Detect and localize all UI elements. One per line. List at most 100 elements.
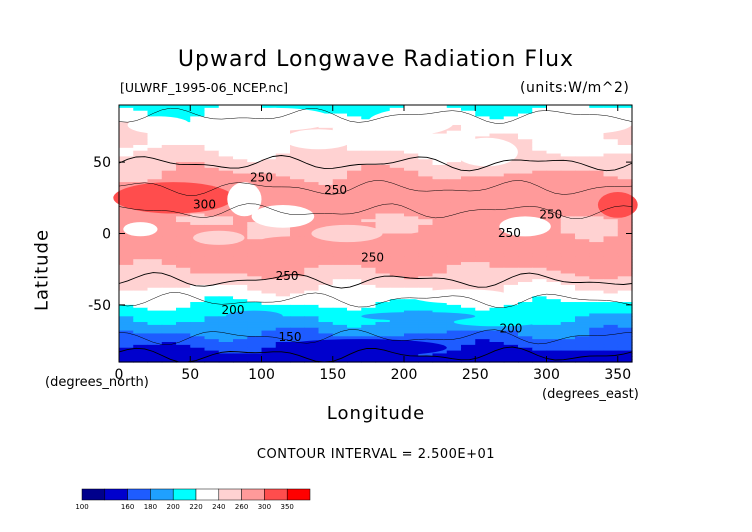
band-cell [603, 344, 619, 349]
band-cell [589, 187, 605, 192]
band-cell [418, 133, 434, 138]
band-cell [546, 216, 562, 220]
band-cell [119, 124, 134, 129]
band-cell [389, 319, 405, 323]
band-cell [347, 110, 362, 115]
band-cell [575, 204, 590, 209]
band-cell [190, 347, 206, 352]
band-cell [119, 147, 134, 152]
band-cell [318, 110, 334, 115]
band-cell [347, 207, 362, 212]
band-cell [518, 262, 533, 266]
band-cell [432, 167, 448, 172]
band-cell [546, 224, 562, 229]
band-cell [347, 153, 362, 157]
band-cell [503, 204, 519, 209]
band-cell [404, 287, 419, 292]
contour-label: 200 [499, 322, 522, 336]
band-cell [347, 179, 362, 183]
band-cell [432, 330, 448, 335]
band-cell [332, 107, 348, 112]
band-cell [161, 179, 177, 183]
band-cell [489, 333, 505, 337]
band-cell [475, 204, 491, 209]
band-cell [489, 304, 505, 309]
band-cell [347, 256, 362, 260]
band-cell [489, 105, 505, 109]
band-cell [204, 310, 220, 315]
band-cell [589, 216, 605, 220]
band-cell [218, 176, 234, 180]
band-cell [461, 330, 476, 335]
band-cell [218, 164, 234, 169]
band-cell [218, 353, 234, 357]
band-cell [475, 313, 491, 317]
band-cell [190, 119, 206, 123]
band-cell [375, 307, 391, 312]
band-cell [589, 262, 605, 266]
band-cell [475, 267, 491, 272]
band-cell [546, 136, 562, 140]
band-cell [432, 164, 448, 169]
band-cell [461, 339, 476, 343]
band-cell [603, 147, 619, 152]
band-cell [361, 276, 377, 280]
band-cell [446, 356, 462, 360]
band-cell [176, 353, 191, 357]
band-cell [546, 230, 562, 235]
band-cell [233, 253, 248, 257]
band-cell [603, 182, 619, 186]
band-cell [290, 316, 305, 320]
band-cell [603, 336, 619, 340]
band-cell [233, 153, 248, 157]
band-cell [275, 336, 291, 340]
band-cell [489, 310, 505, 315]
band-cell [218, 270, 234, 275]
band-cell [389, 270, 405, 275]
band-cell [560, 322, 576, 326]
band-cell [347, 253, 362, 257]
band-cell [603, 247, 619, 252]
band-cell [560, 247, 576, 252]
band-cell [475, 282, 491, 286]
band-cell [347, 105, 362, 109]
band-cell [432, 273, 448, 277]
band-cell [176, 333, 191, 337]
band-cell [446, 167, 462, 172]
band-cell [560, 167, 576, 172]
band-cell [560, 290, 576, 295]
band-cell [247, 293, 263, 297]
band-cell [589, 296, 605, 300]
band-cell [204, 216, 220, 220]
band-cell [560, 153, 576, 157]
band-cell [560, 253, 576, 257]
band-cell [347, 210, 362, 215]
band-cell [261, 267, 277, 272]
band-cell [575, 233, 590, 237]
band-cell [503, 176, 519, 180]
band-cell [503, 307, 519, 312]
band-cell [304, 193, 320, 197]
band-cell [518, 273, 533, 277]
band-cell [489, 270, 505, 275]
band-cell [204, 296, 220, 300]
band-cell [617, 299, 633, 303]
band-cell [119, 356, 134, 360]
band-cell [190, 150, 206, 155]
band-cell [589, 207, 605, 212]
band-cell [404, 273, 419, 277]
band-cell [290, 259, 305, 263]
band-cell [446, 124, 462, 129]
band-cell [275, 144, 291, 149]
band-cell [546, 270, 562, 275]
band-cell [375, 319, 391, 323]
band-cell [532, 250, 548, 255]
band-cell [161, 316, 177, 320]
band-cell [461, 276, 476, 280]
band-cell [546, 347, 562, 352]
band-cell [275, 339, 291, 343]
band-cell [389, 253, 405, 257]
band-cell [518, 247, 533, 252]
band-cell [389, 284, 405, 289]
